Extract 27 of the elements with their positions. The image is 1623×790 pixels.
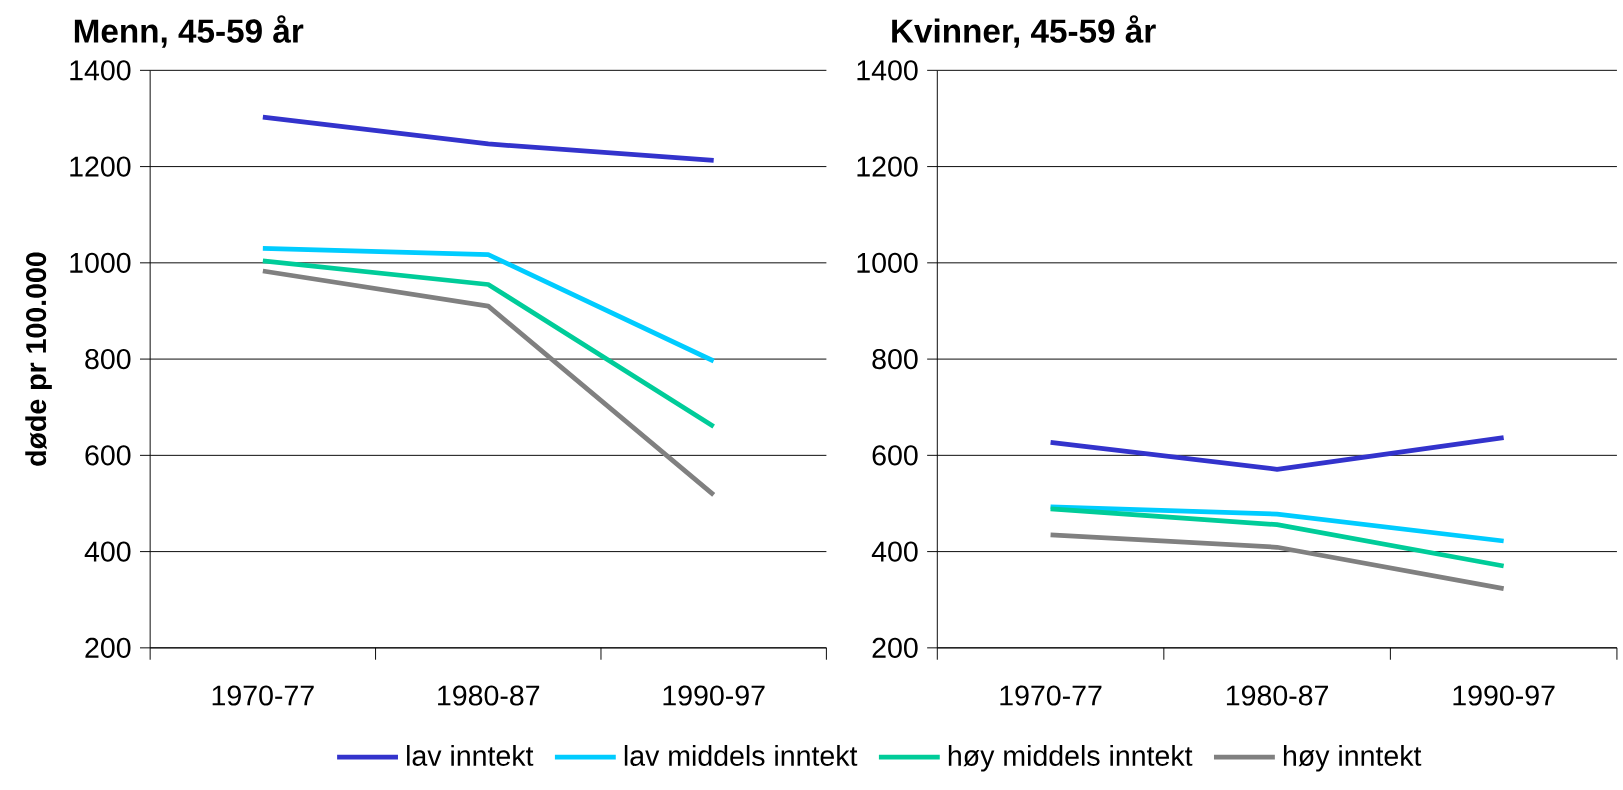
legend-label: lav middels inntekt (624, 745, 858, 766)
x-tick-label: 1990-97 (663, 685, 765, 706)
x-tick-label: 1990-97 (1453, 685, 1555, 706)
y-tick-label: 600 (872, 445, 918, 466)
y-tick-label: 400 (871, 541, 918, 562)
y-tick-label: 600 (85, 445, 131, 466)
y-tick-label: 400 (84, 541, 131, 562)
x-tick-label: 1980-87 (1226, 685, 1328, 706)
chart-title: Kvinner, 45-59 år (892, 15, 1156, 48)
legend-label: lav inntekt (407, 745, 534, 766)
legend-label: høy inntekt (1283, 745, 1422, 772)
y-tick-label: 1200 (70, 156, 131, 177)
y-tick-label: 200 (872, 637, 918, 658)
y-tick-label: 1400 (857, 60, 918, 81)
x-tick-label: 1980-87 (438, 685, 540, 706)
y-axis-title: døde pr 100.000 (25, 252, 52, 466)
y-tick-label: 800 (872, 349, 918, 370)
y-tick-label: 1400 (70, 60, 131, 81)
y-tick-label: 800 (85, 349, 131, 370)
y-tick-label: 1000 (70, 252, 131, 273)
y-tick-label: 200 (85, 637, 131, 658)
legend-label: høy middels inntekt (948, 745, 1193, 772)
y-tick-label: 1000 (857, 252, 918, 273)
y-tick-label: 1200 (857, 156, 918, 177)
chart-title: Menn, 45-59 år (74, 15, 304, 48)
x-tick-label: 1970-77 (212, 685, 314, 706)
x-tick-label: 1970-77 (1000, 685, 1102, 706)
